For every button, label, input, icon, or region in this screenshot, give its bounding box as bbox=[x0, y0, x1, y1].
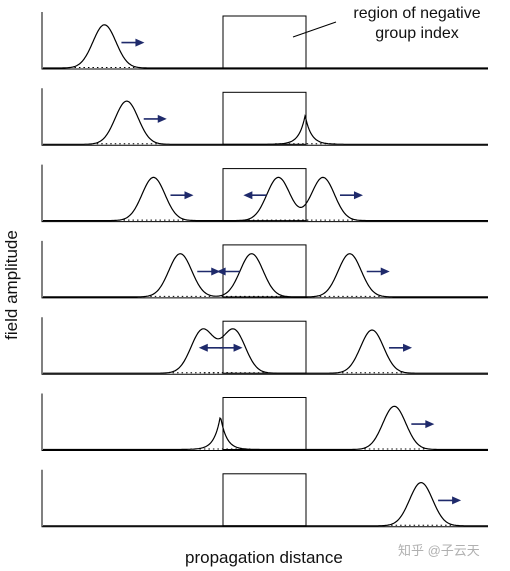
panel-axis-6 bbox=[41, 393, 488, 451]
field-curve-3 bbox=[43, 176, 488, 222]
direction-arrow-3-3 bbox=[339, 191, 363, 200]
watermark: 知乎 @子云天 bbox=[398, 543, 480, 558]
panel-axis-2 bbox=[41, 88, 488, 146]
direction-arrow-5-1 bbox=[219, 343, 243, 352]
field-curve-7 bbox=[43, 481, 488, 527]
direction-arrow-4-2 bbox=[216, 267, 240, 276]
panel-axis-7 bbox=[41, 469, 488, 528]
panel-axis-5 bbox=[41, 317, 488, 375]
annotation-leader-line bbox=[292, 21, 337, 38]
negative-index-region-1 bbox=[222, 15, 307, 69]
direction-arrow-7-1 bbox=[438, 496, 462, 505]
field-curve-5 bbox=[43, 328, 488, 374]
direction-arrow-4-3 bbox=[366, 267, 390, 276]
negative-index-region-7 bbox=[222, 473, 307, 527]
field-curve-6 bbox=[43, 405, 488, 451]
direction-arrow-5-2 bbox=[198, 343, 222, 352]
field-curve-4 bbox=[43, 253, 488, 298]
negative-index-region-2 bbox=[222, 91, 307, 145]
region-annotation: region of negative group index bbox=[332, 4, 502, 44]
panel-axis-1 bbox=[41, 12, 488, 70]
field-curve-1 bbox=[43, 24, 488, 69]
direction-arrow-3-1 bbox=[170, 191, 194, 200]
field-curve-2 bbox=[43, 100, 488, 145]
direction-arrow-4-1 bbox=[197, 267, 221, 276]
annotation-line-2: group index bbox=[375, 25, 459, 42]
annotation-line-1: region of negative bbox=[353, 5, 481, 22]
panel-axis-3 bbox=[41, 164, 488, 223]
panel-axis-4 bbox=[41, 240, 488, 299]
direction-arrow-2-1 bbox=[143, 114, 167, 123]
direction-arrow-1-1 bbox=[121, 38, 145, 47]
negative-index-region-3 bbox=[222, 168, 307, 222]
direction-arrow-6-2 bbox=[411, 420, 435, 429]
x-axis-label: propagation distance bbox=[185, 548, 343, 567]
y-axis-label-container: field amplitude bbox=[2, 170, 21, 400]
negative-index-region-6 bbox=[222, 397, 307, 450]
y-axis-label: field amplitude bbox=[2, 230, 21, 340]
direction-arrow-5-3 bbox=[389, 343, 413, 352]
direction-arrow-3-2 bbox=[243, 191, 267, 200]
